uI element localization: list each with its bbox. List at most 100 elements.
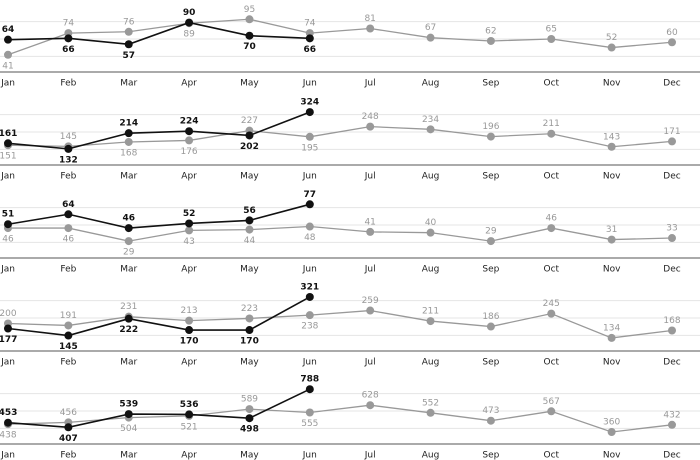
value-label: 539	[119, 400, 138, 410]
series-line	[7, 21, 310, 46]
value-label: 64	[62, 200, 75, 210]
point	[607, 142, 616, 151]
x-tick-label: Dec	[663, 79, 680, 89]
point	[305, 385, 314, 394]
x-tick-label: Dec	[663, 172, 680, 182]
point	[4, 50, 12, 59]
value-label: 211	[422, 307, 439, 317]
value-label: 788	[300, 375, 319, 385]
point	[547, 224, 556, 233]
value-label: 195	[301, 143, 318, 153]
value-label: 186	[482, 312, 499, 322]
series-line	[7, 203, 311, 229]
x-tick-label: Oct	[543, 79, 559, 89]
value-label: 77	[304, 190, 317, 200]
value-label: 89	[183, 30, 195, 40]
point	[426, 228, 435, 237]
value-label: 66	[62, 45, 75, 55]
value-label: 552	[422, 398, 439, 408]
value-label: 473	[482, 406, 499, 416]
value-label: 407	[59, 434, 78, 444]
point	[245, 216, 254, 225]
value-label: 222	[119, 325, 138, 335]
series-line	[7, 296, 311, 337]
value-label: 168	[663, 316, 680, 326]
value-label: 211	[543, 119, 560, 129]
value-label: 231	[120, 302, 137, 312]
value-label: 74	[304, 19, 316, 29]
x-tick-label: Jul	[364, 172, 376, 182]
point	[124, 224, 133, 233]
point	[305, 34, 314, 43]
point	[185, 226, 194, 235]
value-label: 46	[2, 235, 14, 245]
value-label: 41	[2, 61, 13, 71]
x-tick-label: Feb	[60, 358, 76, 368]
value-label: 46	[546, 214, 558, 224]
value-label: 134	[603, 323, 620, 333]
value-label: 145	[59, 342, 78, 352]
point	[305, 108, 314, 117]
point	[486, 237, 495, 246]
value-label: 171	[663, 127, 680, 137]
value-label: 90	[183, 8, 196, 18]
value-label: 40	[425, 218, 437, 228]
value-label: 200	[0, 309, 17, 319]
x-tick-label: Nov	[603, 451, 621, 460]
point	[64, 210, 73, 219]
x-tick-label: Jun	[302, 265, 317, 275]
x-tick-label: Dec	[663, 265, 680, 275]
x-tick-label: Jun	[302, 451, 317, 460]
value-label: 151	[0, 152, 17, 162]
point	[607, 43, 616, 52]
point	[185, 219, 194, 228]
point	[4, 220, 12, 229]
value-label: 438	[0, 431, 17, 441]
point	[4, 324, 12, 333]
value-label: 145	[60, 132, 77, 142]
value-label: 177	[0, 335, 17, 345]
point	[547, 129, 556, 138]
value-label: 29	[123, 248, 135, 258]
point	[426, 125, 435, 134]
point	[124, 137, 133, 146]
point	[305, 132, 314, 141]
x-tick-label: Jul	[364, 358, 376, 368]
value-label: 589	[241, 395, 258, 405]
value-label: 52	[183, 209, 196, 219]
value-label: 234	[422, 115, 439, 125]
x-tick-label: Nov	[603, 172, 621, 182]
point	[668, 234, 676, 243]
point	[124, 27, 133, 36]
x-tick-label: Oct	[543, 265, 559, 275]
point	[426, 408, 435, 417]
x-tick-label: Mar	[120, 358, 137, 368]
point	[305, 200, 314, 209]
value-label: 48	[304, 233, 316, 243]
x-tick-label: Mar	[120, 79, 137, 89]
point	[124, 410, 133, 419]
point	[366, 122, 375, 131]
value-label: 213	[180, 306, 197, 316]
series-line	[7, 309, 673, 339]
point	[486, 36, 495, 45]
value-label: 521	[180, 422, 197, 432]
point	[124, 237, 133, 246]
series-line	[7, 111, 311, 150]
point	[547, 407, 556, 416]
point	[185, 316, 194, 325]
value-label: 432	[663, 410, 680, 420]
x-tick-label: Aug	[422, 79, 440, 89]
value-label: 196	[482, 122, 499, 132]
x-tick-label: Apr	[181, 265, 197, 275]
value-label: 504	[120, 424, 137, 434]
x-tick-label: Feb	[60, 172, 76, 182]
value-label: 95	[244, 5, 255, 15]
x-tick-label: Apr	[181, 451, 197, 460]
value-label: 628	[362, 391, 379, 401]
value-label: 248	[362, 112, 379, 122]
value-label: 70	[243, 42, 256, 52]
point	[245, 414, 254, 423]
value-label: 65	[546, 25, 557, 35]
